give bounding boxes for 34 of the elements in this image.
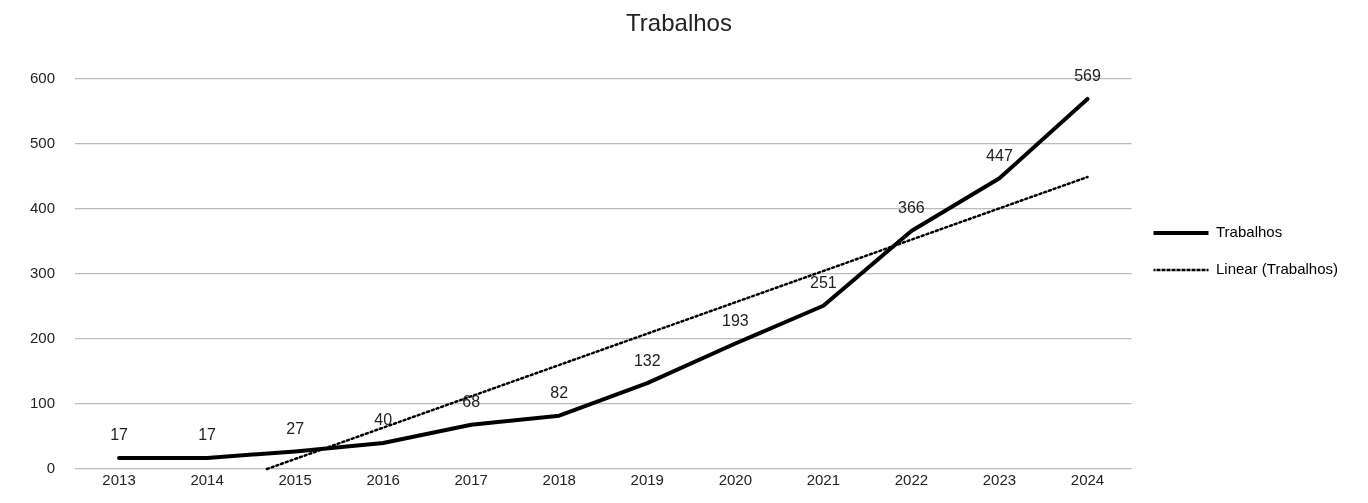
y-tick-label: 200 <box>30 329 56 347</box>
y-tick-label: 400 <box>30 199 56 217</box>
x-tick-label: 2016 <box>366 471 400 489</box>
data-label: 193 <box>721 311 749 329</box>
data-label: 27 <box>286 419 305 437</box>
legend-label: Trabalhos <box>1216 223 1283 241</box>
x-tick-label: 2014 <box>190 471 224 489</box>
x-tick-label: 2017 <box>454 471 488 489</box>
data-label: 132 <box>633 351 661 369</box>
data-label: 82 <box>550 384 569 402</box>
data-label: 447 <box>986 146 1013 164</box>
data-label: 251 <box>810 274 837 292</box>
y-tick-label: 100 <box>30 394 56 412</box>
x-tick-label: 2013 <box>102 471 136 489</box>
chart-title: Trabalhos <box>626 9 732 37</box>
data-label: 569 <box>1074 67 1101 85</box>
y-tick-label: 0 <box>46 459 56 477</box>
x-tick-label: 2021 <box>806 471 841 489</box>
data-label: 68 <box>462 393 481 411</box>
y-tick-label: 500 <box>30 133 56 151</box>
legend-label: Linear (Trabalhos) <box>1216 260 1338 278</box>
x-tick-label: 2024 <box>1070 471 1105 489</box>
x-tick-label: 2023 <box>982 471 1017 489</box>
y-tick-label: 300 <box>30 264 56 282</box>
x-tick-label: 2022 <box>894 471 929 489</box>
data-label: 17 <box>110 426 129 444</box>
data-label: 366 <box>898 199 925 217</box>
y-tick-label: 600 <box>30 68 56 86</box>
x-tick-label: 2018 <box>542 471 576 489</box>
x-tick-label: 2020 <box>718 471 753 489</box>
x-tick-label: 2019 <box>630 471 664 489</box>
data-label: 17 <box>198 426 217 444</box>
data-label: 40 <box>374 411 393 429</box>
x-tick-label: 2015 <box>278 471 312 489</box>
